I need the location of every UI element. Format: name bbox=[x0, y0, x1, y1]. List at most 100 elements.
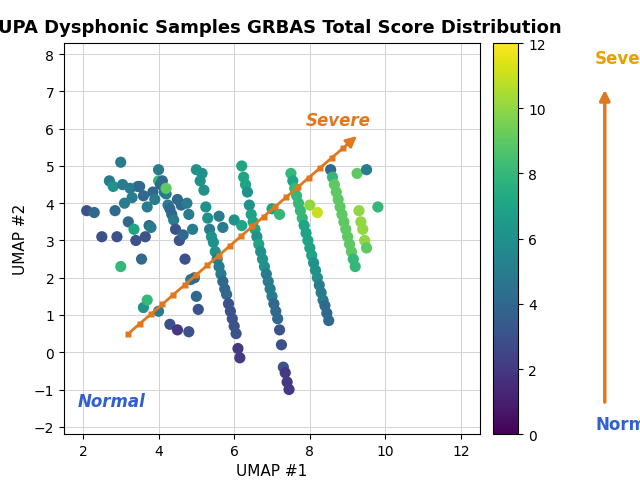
Point bbox=[112, 233, 122, 241]
Point bbox=[136, 256, 147, 264]
Point bbox=[261, 270, 271, 278]
Point bbox=[333, 196, 343, 204]
Point bbox=[221, 291, 232, 299]
Point bbox=[104, 178, 115, 185]
Point bbox=[220, 285, 230, 293]
Point bbox=[322, 309, 332, 317]
Point bbox=[362, 166, 372, 174]
Point bbox=[275, 211, 285, 219]
Point bbox=[330, 182, 340, 189]
Point bbox=[350, 263, 360, 271]
Point bbox=[154, 166, 164, 174]
Point bbox=[342, 233, 353, 241]
Point bbox=[81, 207, 92, 215]
Point bbox=[116, 159, 126, 167]
Point bbox=[154, 178, 164, 185]
Point bbox=[280, 369, 291, 377]
Point bbox=[360, 237, 370, 245]
Point bbox=[142, 297, 152, 305]
Point bbox=[305, 244, 315, 252]
Point bbox=[267, 205, 277, 213]
Point bbox=[305, 202, 315, 209]
Point bbox=[289, 185, 300, 193]
Point bbox=[154, 308, 164, 316]
Point bbox=[191, 293, 202, 301]
Point bbox=[212, 256, 222, 264]
Point bbox=[138, 304, 148, 312]
Point bbox=[340, 226, 351, 234]
X-axis label: UMAP #1: UMAP #1 bbox=[236, 464, 308, 479]
Point bbox=[265, 285, 275, 293]
Point bbox=[314, 282, 324, 289]
Point bbox=[123, 219, 133, 226]
Point bbox=[356, 219, 366, 226]
Point bbox=[223, 300, 234, 308]
Point bbox=[134, 183, 145, 191]
Title: HUPA Dysphonic Samples GRBAS Total Score Distribution: HUPA Dysphonic Samples GRBAS Total Score… bbox=[0, 19, 561, 37]
Point bbox=[299, 222, 309, 230]
Point bbox=[89, 209, 99, 217]
Point bbox=[282, 378, 292, 386]
Point bbox=[237, 163, 247, 170]
Point bbox=[253, 241, 264, 248]
Point bbox=[352, 170, 362, 178]
Point bbox=[140, 233, 150, 241]
Text: Severe: Severe bbox=[595, 50, 640, 67]
Point bbox=[276, 341, 287, 349]
Point bbox=[255, 248, 266, 256]
Point bbox=[339, 219, 349, 226]
Point bbox=[205, 226, 215, 234]
Point bbox=[346, 248, 356, 256]
Point bbox=[129, 226, 139, 234]
Point bbox=[118, 182, 128, 189]
Point bbox=[275, 326, 285, 334]
Point bbox=[138, 192, 148, 200]
Point bbox=[291, 192, 301, 200]
Point bbox=[237, 222, 247, 230]
Point bbox=[239, 174, 249, 182]
Point bbox=[164, 321, 175, 328]
Point bbox=[191, 166, 202, 174]
Point bbox=[337, 211, 347, 219]
Point bbox=[120, 200, 130, 208]
Point bbox=[320, 302, 330, 310]
Point bbox=[189, 274, 200, 282]
Point bbox=[248, 219, 258, 226]
Text: Normal: Normal bbox=[595, 416, 640, 433]
Point bbox=[324, 317, 334, 325]
Point bbox=[161, 191, 172, 199]
Point bbox=[110, 207, 120, 215]
Point bbox=[252, 233, 262, 241]
Point bbox=[186, 276, 196, 284]
Point bbox=[297, 215, 307, 223]
Point bbox=[159, 189, 170, 197]
Point bbox=[150, 196, 160, 204]
Point bbox=[278, 364, 289, 371]
Point bbox=[257, 256, 268, 264]
Point bbox=[166, 211, 177, 219]
Point bbox=[229, 217, 239, 224]
Point bbox=[269, 300, 279, 308]
Point bbox=[218, 224, 228, 232]
Point bbox=[116, 263, 126, 271]
Point bbox=[214, 263, 224, 271]
Point bbox=[210, 248, 220, 256]
Point bbox=[142, 203, 152, 211]
Point bbox=[164, 205, 175, 213]
Point bbox=[312, 274, 323, 282]
Point bbox=[144, 222, 154, 230]
Point bbox=[335, 203, 345, 211]
Point bbox=[199, 187, 209, 195]
Point bbox=[178, 231, 188, 239]
Point bbox=[131, 237, 141, 245]
Point bbox=[127, 194, 137, 202]
Point bbox=[168, 217, 179, 224]
Point bbox=[184, 328, 194, 336]
Text: Normal: Normal bbox=[77, 392, 145, 410]
Point bbox=[308, 260, 319, 267]
Point bbox=[132, 183, 143, 191]
Point bbox=[229, 323, 239, 330]
Point bbox=[372, 203, 383, 211]
Point bbox=[161, 185, 172, 193]
Point bbox=[354, 207, 364, 215]
